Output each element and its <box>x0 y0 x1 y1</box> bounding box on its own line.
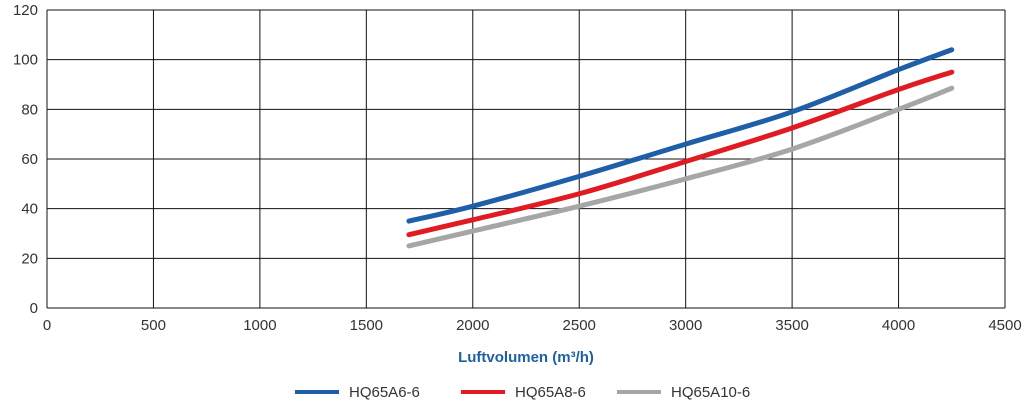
y-tick-label: 100 <box>13 52 38 69</box>
y-axis-ticks: 0 20 40 60 80 100 120 <box>13 2 38 317</box>
y-tick-label: 40 <box>21 201 38 218</box>
x-tick-label: 4500 <box>988 317 1021 334</box>
x-axis-ticks: 0 500 1000 1500 2000 2500 3000 3500 4000 4500 <box>43 317 1022 334</box>
series-line-hq65a6-6 <box>406 47 955 224</box>
x-tick-label: 3000 <box>669 317 702 334</box>
y-tick-label: 120 <box>13 2 38 19</box>
y-tick-label: 80 <box>21 101 38 118</box>
x-tick-label: 3500 <box>775 317 808 334</box>
y-tick-label: 0 <box>30 300 38 317</box>
y-tick-label: 20 <box>21 250 38 267</box>
series-line-hq65a10-6 <box>406 85 955 249</box>
x-tick-label: 2500 <box>563 317 596 334</box>
legend-label: HQ65A8-6 <box>515 384 586 401</box>
grid <box>46 9 1006 309</box>
series-line-hq65a8-6 <box>406 69 955 238</box>
legend-label: HQ65A6-6 <box>349 384 420 401</box>
x-tick-label: 500 <box>141 317 166 334</box>
x-tick-label: 0 <box>43 317 51 334</box>
legend: HQ65A6-6 HQ65A8-6 HQ65A10-6 <box>295 384 750 401</box>
y-tick-label: 60 <box>21 151 38 168</box>
series-lines <box>406 47 955 249</box>
x-tick-label: 1500 <box>350 317 383 334</box>
x-tick-label: 1000 <box>243 317 276 334</box>
x-axis-title: Luftvolumen (m³/h) <box>458 349 594 366</box>
x-tick-label: 2000 <box>456 317 489 334</box>
x-tick-label: 4000 <box>882 317 915 334</box>
legend-label: HQ65A10-6 <box>671 384 750 401</box>
